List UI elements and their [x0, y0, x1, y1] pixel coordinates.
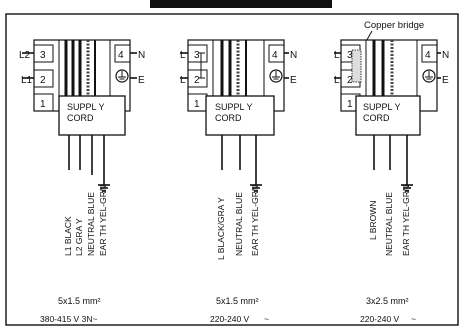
copper-bridge-icon	[351, 49, 362, 83]
wire-label: L BROWN	[368, 201, 378, 240]
right-label-n: N	[138, 50, 145, 61]
wire-label: NEUTRAL BLUE	[384, 192, 394, 256]
cord-label: CORD	[67, 113, 94, 123]
supply-label: SUPPL Y	[363, 102, 401, 112]
terminal-2: 2	[347, 75, 353, 86]
panel-2: L L N E 3 2 1 4	[180, 39, 297, 324]
output-wires	[373, 135, 413, 192]
terminal-4: 4	[425, 50, 431, 61]
wire-label: NEUTRAL BLUE	[234, 192, 244, 256]
wire-label: EAR TH YEL-GRN	[98, 185, 108, 256]
terminal-3: 3	[347, 50, 353, 61]
cable-spec: 5x1.5 mm²	[58, 296, 101, 306]
output-wires	[68, 135, 110, 192]
voltage-rating: 220-240 V	[360, 314, 400, 324]
right-label-e: E	[290, 75, 297, 86]
voltage-rating: 380-415 V 3N~	[40, 314, 97, 324]
terminal-4: 4	[118, 50, 124, 61]
supply-cord-box	[58, 95, 126, 136]
left-label-l2: L2	[19, 50, 31, 61]
right-label-e: E	[138, 75, 145, 86]
wire-label: EAR TH YEL-GRN	[401, 185, 411, 256]
left-label-l: L	[180, 50, 186, 61]
cord-label: CORD	[215, 113, 242, 123]
wire-label: L BLACK/GRA Y	[216, 197, 226, 260]
ac-symbol: ~	[264, 314, 269, 324]
wire-label: EAR TH YEL-GRN	[250, 185, 260, 256]
cable-spec: 3x2.5 mm²	[366, 296, 409, 306]
terminal-2: 2	[194, 75, 200, 86]
wire-label: L2 GRA Y	[74, 218, 84, 256]
terminal-3: 3	[194, 50, 200, 61]
cord-label: CORD	[363, 113, 390, 123]
panel-3: L L N E Copper bridge 3 2 1 4	[334, 20, 449, 324]
wire-label: L1 BLACK	[63, 216, 73, 256]
copper-bridge-label: Copper bridge	[364, 20, 424, 31]
earth-terminal-icon	[115, 69, 129, 83]
left-label-l1: L1	[21, 75, 33, 86]
cable-spec: 5x1.5 mm²	[216, 296, 259, 306]
ac-symbol: ~	[411, 314, 416, 324]
wire-bundle	[64, 40, 96, 96]
diagram-frame	[5, 13, 459, 326]
output-wires	[221, 135, 262, 192]
wire-bundle	[372, 40, 394, 96]
earth-terminal-icon	[269, 69, 283, 83]
supply-cord-box	[205, 95, 275, 136]
terminal-4: 4	[272, 50, 278, 61]
terminal-3: 3	[40, 50, 46, 61]
title-remnant	[150, 0, 332, 8]
terminal-1: 1	[194, 99, 200, 110]
right-label-n: N	[290, 50, 297, 61]
terminal-1: 1	[40, 99, 46, 110]
right-label-e: E	[442, 75, 449, 86]
terminal-1: 1	[347, 99, 353, 110]
supply-label: SUPPL Y	[215, 102, 253, 112]
right-label-n: N	[442, 50, 449, 61]
left-label-l: L	[180, 75, 186, 86]
wire-bundle	[220, 40, 247, 96]
terminal-2: 2	[40, 75, 46, 86]
left-label-l: L	[334, 75, 340, 86]
earth-terminal-icon	[422, 69, 436, 83]
left-label-l: L	[334, 50, 340, 61]
supply-cord-box	[355, 95, 421, 136]
supply-label: SUPPL Y	[67, 102, 105, 112]
panel-1: L2 L1 N E 3 2 1 4	[19, 39, 145, 324]
wire-label: NEUTRAL BLUE	[86, 192, 96, 256]
voltage-rating: 220-240 V	[210, 314, 250, 324]
